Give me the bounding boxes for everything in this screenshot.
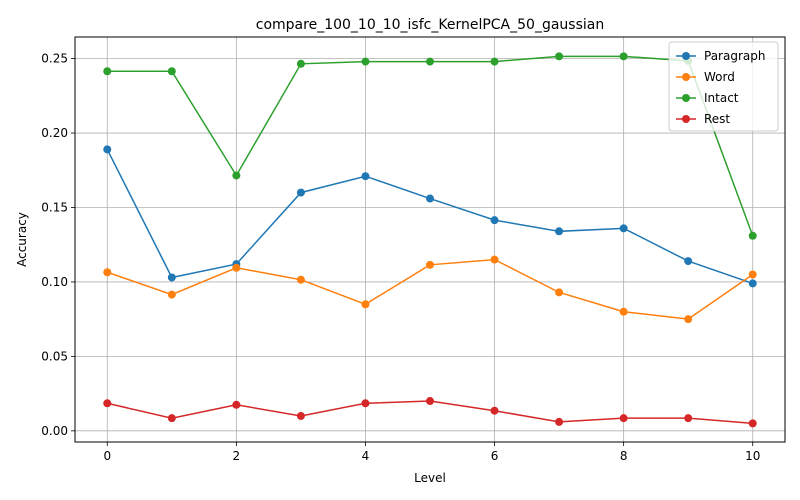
data-point-paragraph bbox=[103, 145, 112, 154]
x-axis-label: Level bbox=[414, 471, 446, 485]
legend-item-paragraph: Paragraph bbox=[676, 49, 765, 63]
y-axis-label: Accuracy bbox=[15, 212, 29, 267]
legend-box bbox=[668, 41, 779, 132]
legend-label: Word bbox=[704, 70, 735, 84]
data-point-word bbox=[748, 270, 757, 279]
data-point-rest bbox=[490, 406, 499, 415]
series-rest bbox=[103, 397, 757, 428]
data-point-paragraph bbox=[748, 279, 757, 288]
series-layer bbox=[103, 52, 757, 428]
data-point-word bbox=[361, 300, 370, 309]
x-tick-label: 2 bbox=[233, 449, 241, 463]
data-point-intact bbox=[103, 67, 112, 76]
chart-title: compare_100_10_10_isfc_KernelPCA_50_gaus… bbox=[256, 17, 604, 33]
data-point-paragraph bbox=[555, 227, 564, 236]
data-point-paragraph bbox=[361, 172, 370, 181]
data-point-rest bbox=[684, 414, 693, 423]
y-tick-label: 0.15 bbox=[41, 200, 68, 214]
legend-item-rest: Rest bbox=[676, 112, 730, 126]
data-point-word bbox=[619, 307, 628, 316]
axis-ticks: 0 2 4 6 8 10 0.00 0.05 0.10 0.15 0.20 0.25 bbox=[41, 52, 760, 463]
y-tick-label: 0.25 bbox=[41, 52, 68, 66]
data-point-paragraph bbox=[684, 257, 693, 266]
data-point-rest bbox=[296, 411, 305, 420]
y-tick-label: 0.10 bbox=[41, 275, 68, 289]
data-point-word bbox=[555, 288, 564, 297]
data-point-rest bbox=[232, 400, 241, 409]
legend-swatch-marker bbox=[682, 73, 690, 81]
legend-swatch-marker bbox=[682, 94, 690, 102]
data-point-word bbox=[103, 268, 112, 277]
data-point-paragraph bbox=[426, 194, 434, 203]
legend-swatch-marker bbox=[682, 115, 690, 123]
x-tick-label: 6 bbox=[491, 449, 499, 463]
data-point-paragraph bbox=[167, 273, 176, 282]
data-point-paragraph bbox=[490, 216, 499, 225]
data-point-paragraph bbox=[619, 224, 628, 233]
data-point-intact bbox=[490, 57, 499, 66]
legend-swatch-marker bbox=[682, 52, 690, 60]
data-point-rest bbox=[619, 414, 628, 423]
data-point-word bbox=[426, 260, 434, 269]
data-point-word bbox=[167, 290, 176, 299]
x-tick-label: 10 bbox=[745, 449, 760, 463]
data-point-word bbox=[490, 255, 499, 264]
data-point-word bbox=[684, 315, 693, 324]
data-point-intact bbox=[619, 52, 628, 61]
legend-item-word: Word bbox=[676, 70, 735, 84]
data-point-intact bbox=[167, 67, 176, 76]
legend-label: Intact bbox=[704, 91, 739, 105]
y-tick-label: 0.00 bbox=[41, 424, 68, 438]
data-point-intact bbox=[426, 57, 434, 66]
data-point-rest bbox=[103, 399, 112, 408]
data-point-intact bbox=[555, 52, 564, 61]
data-point-intact bbox=[296, 59, 305, 68]
legend-label: Paragraph bbox=[704, 49, 765, 63]
y-tick-label: 0.20 bbox=[41, 126, 68, 140]
data-point-intact bbox=[748, 231, 757, 240]
x-tick-label: 4 bbox=[362, 449, 370, 463]
data-point-word bbox=[296, 275, 305, 284]
data-point-intact bbox=[361, 57, 370, 66]
series-intact bbox=[103, 52, 757, 240]
series-line-intact bbox=[107, 55, 754, 237]
data-point-intact bbox=[232, 171, 241, 180]
legend: Paragraph Word Intact Rest bbox=[668, 41, 779, 132]
data-point-word bbox=[232, 263, 241, 272]
data-point-paragraph bbox=[296, 188, 305, 197]
data-point-rest bbox=[361, 399, 370, 408]
data-point-rest bbox=[555, 417, 564, 426]
y-tick-label: 0.05 bbox=[41, 349, 68, 363]
x-tick-label: 8 bbox=[620, 449, 628, 463]
data-point-rest bbox=[167, 414, 176, 423]
data-point-rest bbox=[426, 397, 434, 406]
data-point-rest bbox=[748, 419, 757, 428]
series-word bbox=[103, 255, 757, 324]
x-tick-label: 0 bbox=[103, 449, 111, 463]
legend-item-intact: Intact bbox=[676, 91, 739, 105]
legend-label: Rest bbox=[704, 112, 730, 126]
plot-area-frame bbox=[74, 36, 786, 443]
